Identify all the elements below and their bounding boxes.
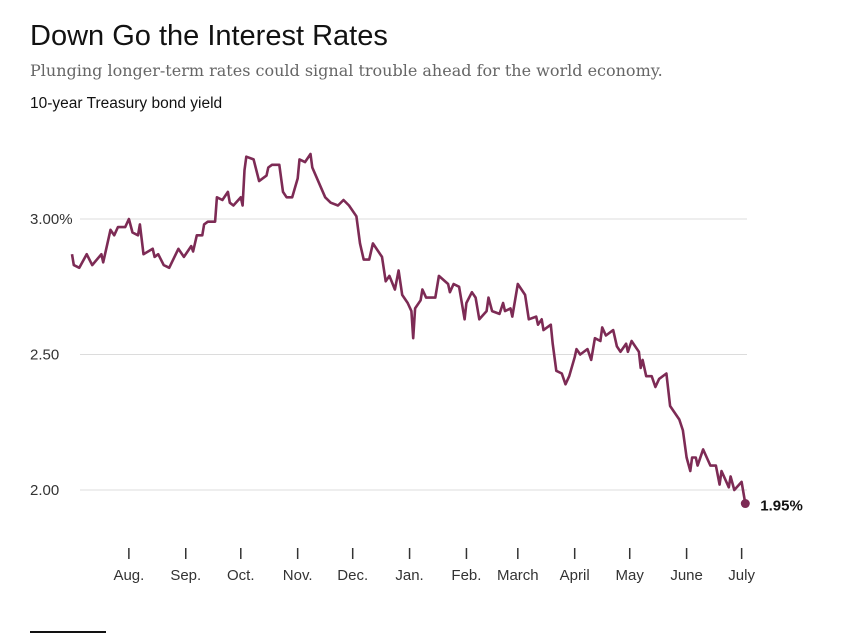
chart-subtitle: Plunging longer-term rates could signal … bbox=[30, 61, 663, 80]
chart-title: Down Go the Interest Rates bbox=[30, 20, 388, 52]
x-tick-label: June bbox=[670, 567, 703, 584]
y-tick-label: 2.00 bbox=[30, 482, 59, 499]
y-tick-label: 2.50 bbox=[30, 347, 59, 364]
x-tick-label: Oct. bbox=[227, 567, 255, 584]
yield-line bbox=[70, 152, 747, 504]
x-tick-label: Jan. bbox=[395, 567, 423, 584]
x-tick-label: April bbox=[560, 567, 590, 584]
y-axis: 3.00% 2.50 2.00 bbox=[30, 211, 73, 499]
x-tick-label: Nov. bbox=[283, 567, 313, 584]
gridlines bbox=[80, 218, 747, 491]
x-tick-label: May bbox=[616, 567, 645, 584]
footer-rule bbox=[30, 631, 106, 633]
end-point-marker bbox=[740, 499, 750, 509]
series: 1.95% bbox=[70, 152, 803, 515]
end-value-label: 1.95% bbox=[760, 498, 803, 515]
x-tick-label: Dec. bbox=[337, 567, 368, 584]
x-tick-label: Aug. bbox=[113, 567, 144, 584]
x-tick-label: Feb. bbox=[451, 567, 481, 584]
x-axis: Aug. Sep. Oct. Nov. Dec. Jan. Feb. March April Ma… bbox=[113, 548, 755, 584]
x-tick-label: March bbox=[497, 567, 539, 584]
x-tick-label: Sep. bbox=[170, 567, 201, 584]
y-tick-label: 3.00% bbox=[30, 211, 73, 228]
x-tick-label: July bbox=[728, 567, 755, 584]
chart-series-label: 10-year Treasury bond yield bbox=[30, 95, 223, 112]
